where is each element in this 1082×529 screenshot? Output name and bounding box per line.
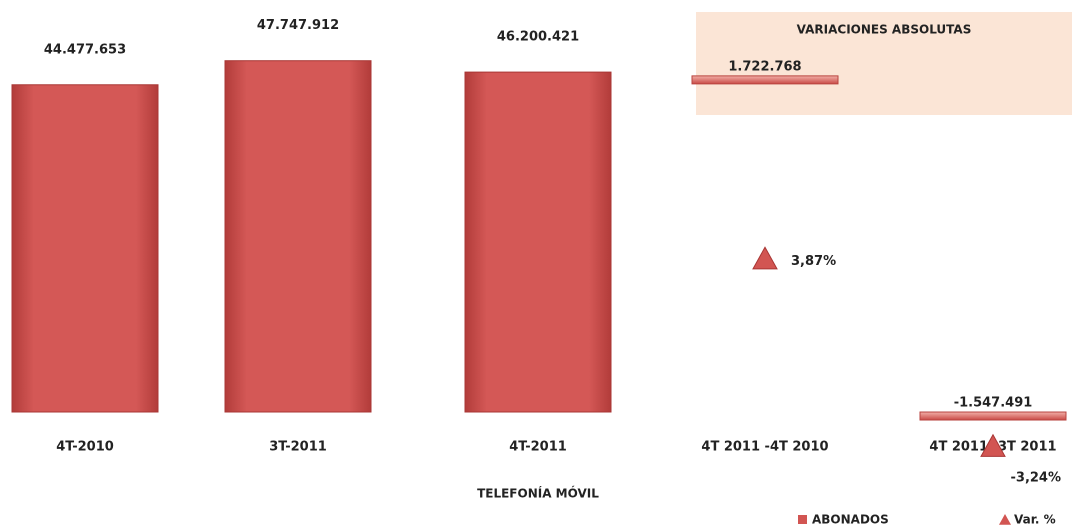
variation-bar (691, 75, 839, 85)
legend-marker (798, 515, 807, 524)
value-label: 46.200.421 (497, 30, 579, 45)
x-tick-label: 3T-2011 (269, 440, 327, 455)
bar (224, 60, 372, 413)
legend-label: Var. % (1014, 513, 1056, 527)
x-tick-label: 4T-2011 (509, 440, 567, 455)
legend-marker (999, 514, 1011, 525)
percent-marker (752, 246, 778, 270)
value-label: 1.722.768 (728, 59, 801, 74)
percent-marker (980, 433, 1006, 457)
value-label: 44.477.653 (44, 42, 126, 57)
x-tick-label: 4T-2010 (56, 440, 114, 455)
bar (11, 84, 159, 413)
value-label: -3,24% (1011, 470, 1062, 485)
value-label: 47.747.912 (257, 18, 339, 33)
value-label: 3,87% (791, 254, 836, 269)
legend-label: ABONADOS (812, 513, 889, 527)
variation-bar (919, 411, 1067, 421)
bar (464, 71, 612, 413)
variation-panel (696, 12, 1072, 115)
x-tick-label: 4T 2011 -4T 2010 (701, 440, 828, 455)
panel-title: VARIACIONES ABSOLUTAS (797, 23, 972, 37)
value-label: -1.547.491 (954, 396, 1033, 411)
x-axis-label: TELEFONÍA MÓVIL (477, 486, 599, 501)
